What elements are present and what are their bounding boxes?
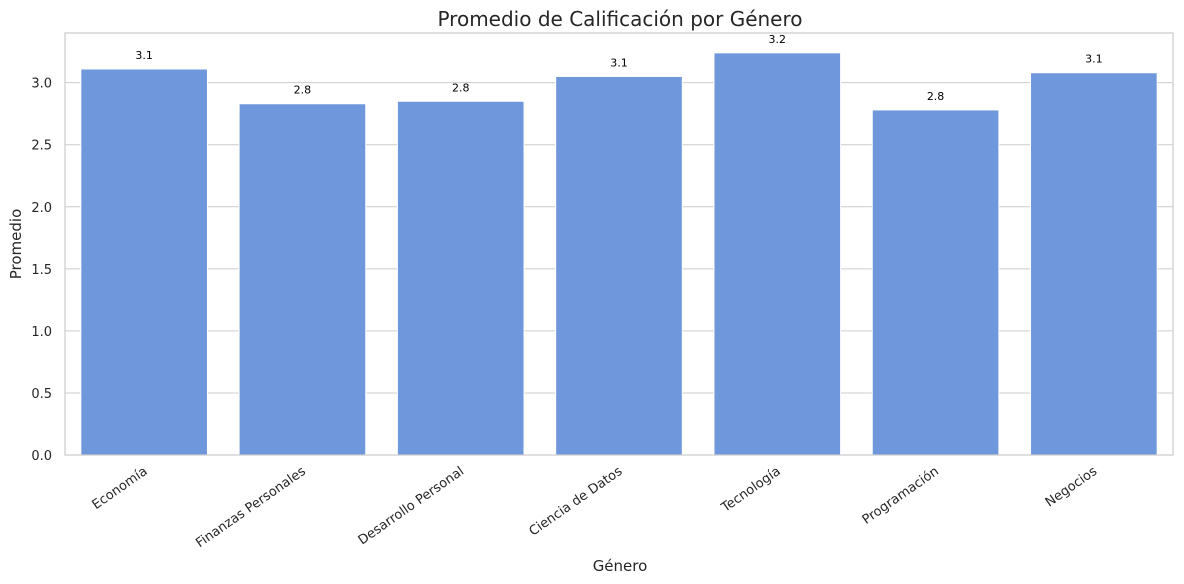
bar xyxy=(80,68,208,456)
chart-title: Promedio de Calificación por Género xyxy=(437,7,802,31)
x-tick-label: Programación xyxy=(860,464,942,528)
bar xyxy=(396,100,525,456)
bar xyxy=(555,75,683,456)
x-tick-label: Economía xyxy=(90,464,151,513)
x-tick-label: Negocios xyxy=(1043,464,1100,510)
y-tick-label: 2.5 xyxy=(31,139,52,154)
y-tick-label: 2.0 xyxy=(31,201,52,216)
x-tick-label: Finanzas Personales xyxy=(193,464,309,551)
data-label: 3.1 xyxy=(135,49,153,62)
data-label: 3.2 xyxy=(769,33,787,46)
bar xyxy=(713,52,842,456)
plot-frame xyxy=(64,32,1174,456)
y-tick-label: 0.5 xyxy=(31,387,52,402)
bar xyxy=(1030,72,1158,456)
bar xyxy=(871,109,1000,456)
x-tick-label: Desarrollo Personal xyxy=(356,464,467,548)
bars xyxy=(80,52,1158,456)
y-tick-label: 0.0 xyxy=(31,449,52,464)
bar xyxy=(238,103,367,456)
x-axis-label: Género xyxy=(593,557,648,575)
y-axis-label: Promedio xyxy=(7,209,25,280)
data-label: 2.8 xyxy=(452,81,470,94)
x-tick-label: Tecnología xyxy=(718,464,784,516)
x-tick-labels: Economía Finanzas Personales Desarrollo Pe… xyxy=(90,464,1101,551)
data-label: 2.8 xyxy=(294,84,312,97)
data-label: 3.1 xyxy=(1085,53,1103,66)
y-tick-label: 1.0 xyxy=(31,325,52,340)
y-tick-label: 1.5 xyxy=(31,263,52,278)
y-tick-labels: 0.0 0.5 1.0 1.5 2.0 2.5 3.0 xyxy=(31,77,52,464)
data-label: 2.8 xyxy=(927,90,945,103)
y-tick-label: 3.0 xyxy=(31,77,52,92)
data-labels: 3.1 2.8 2.8 3.1 3.2 2.8 3.1 xyxy=(135,33,1102,103)
x-tick-label: Ciencia de Datos xyxy=(527,464,626,539)
data-label: 3.1 xyxy=(610,56,628,69)
